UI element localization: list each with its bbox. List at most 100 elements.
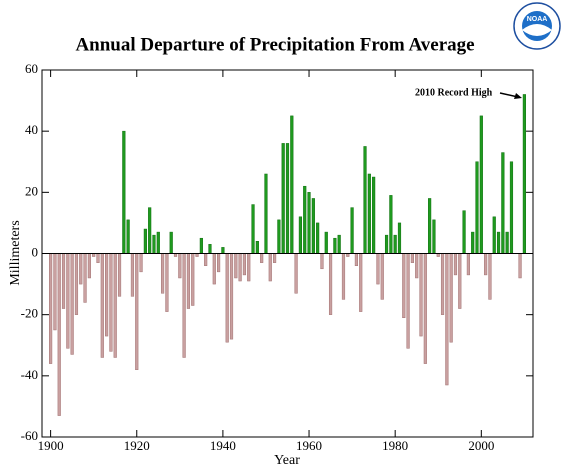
bar [505, 231, 509, 254]
bar [242, 253, 247, 276]
bar [415, 253, 419, 279]
bar [135, 253, 139, 370]
bar [290, 115, 294, 254]
x-tick-label: 1960 [296, 438, 322, 453]
y-tick-label: 0 [32, 244, 39, 259]
x-tick-label: 1940 [210, 438, 236, 453]
bar [333, 237, 337, 254]
bar [70, 253, 74, 355]
bar [475, 161, 479, 254]
bar [496, 231, 501, 254]
y-axis-label: Millimeters [8, 220, 23, 285]
y-tick-label: 60 [25, 61, 38, 76]
y-tick-label: -20 [21, 306, 38, 321]
bar [363, 146, 367, 254]
bar [117, 253, 122, 297]
logo: NOAA [513, 2, 561, 50]
bar [152, 234, 156, 254]
bar [191, 253, 195, 306]
y-tick-label: -40 [21, 367, 38, 382]
bar [341, 253, 346, 300]
bar [522, 94, 526, 254]
bar [208, 244, 212, 254]
x-tick-label: 1980 [382, 438, 408, 453]
y-tick-label: 40 [25, 122, 38, 137]
bar [74, 253, 79, 315]
bar [492, 216, 496, 254]
bar [402, 253, 406, 318]
bar [285, 143, 290, 254]
bar [217, 253, 221, 273]
bar [419, 253, 423, 337]
x-tick-label: 1920 [124, 438, 150, 453]
bar [178, 253, 182, 279]
bar [303, 185, 307, 254]
bar [428, 198, 432, 254]
bar [49, 253, 53, 364]
bar [307, 192, 311, 254]
bar [109, 253, 113, 352]
bar [406, 253, 410, 349]
bar [298, 216, 303, 254]
bar [212, 253, 216, 285]
bar [225, 253, 229, 343]
bar [156, 231, 160, 254]
bar [449, 253, 453, 343]
bar [501, 152, 505, 254]
x-tick-label: 1900 [38, 438, 64, 453]
bar [311, 198, 315, 254]
bar [100, 253, 104, 358]
bar [324, 231, 328, 254]
bar [122, 130, 126, 254]
bar [458, 253, 462, 309]
bar [87, 253, 91, 279]
bar [126, 219, 130, 254]
bar [268, 253, 272, 282]
logo-text: NOAA [527, 16, 548, 23]
bar [182, 253, 186, 358]
bar [148, 207, 152, 254]
bar [350, 207, 354, 254]
bar [389, 195, 393, 254]
bar [440, 253, 445, 315]
bar [186, 253, 191, 309]
bar [113, 253, 117, 358]
bar [255, 241, 259, 254]
bar [57, 253, 61, 416]
bar [264, 173, 268, 254]
bar [488, 253, 492, 300]
bar [83, 253, 87, 303]
bar [328, 253, 333, 315]
bar [238, 253, 242, 282]
bar [359, 253, 363, 312]
bar [143, 228, 147, 254]
bar [466, 253, 470, 276]
bar [169, 231, 173, 254]
x-tick-label: 2000 [468, 438, 494, 453]
bar [105, 253, 109, 337]
bar [260, 253, 264, 263]
bar [423, 253, 427, 364]
bar [354, 253, 358, 266]
bar [204, 253, 208, 266]
bar [397, 222, 402, 254]
bar [410, 253, 414, 263]
bar [445, 253, 449, 386]
bar [337, 234, 341, 254]
bar [316, 222, 320, 254]
bar [229, 253, 234, 340]
bar [251, 204, 255, 254]
bar [272, 253, 277, 263]
arrow-head [514, 93, 522, 99]
bar [367, 173, 371, 254]
bar [376, 253, 380, 285]
bar [165, 253, 169, 312]
bar [453, 253, 458, 276]
bar [277, 219, 281, 254]
bar [96, 253, 100, 263]
bar [79, 253, 83, 285]
bar [462, 210, 466, 254]
annotation: 2010 Record High [415, 87, 493, 98]
bar [484, 253, 488, 276]
